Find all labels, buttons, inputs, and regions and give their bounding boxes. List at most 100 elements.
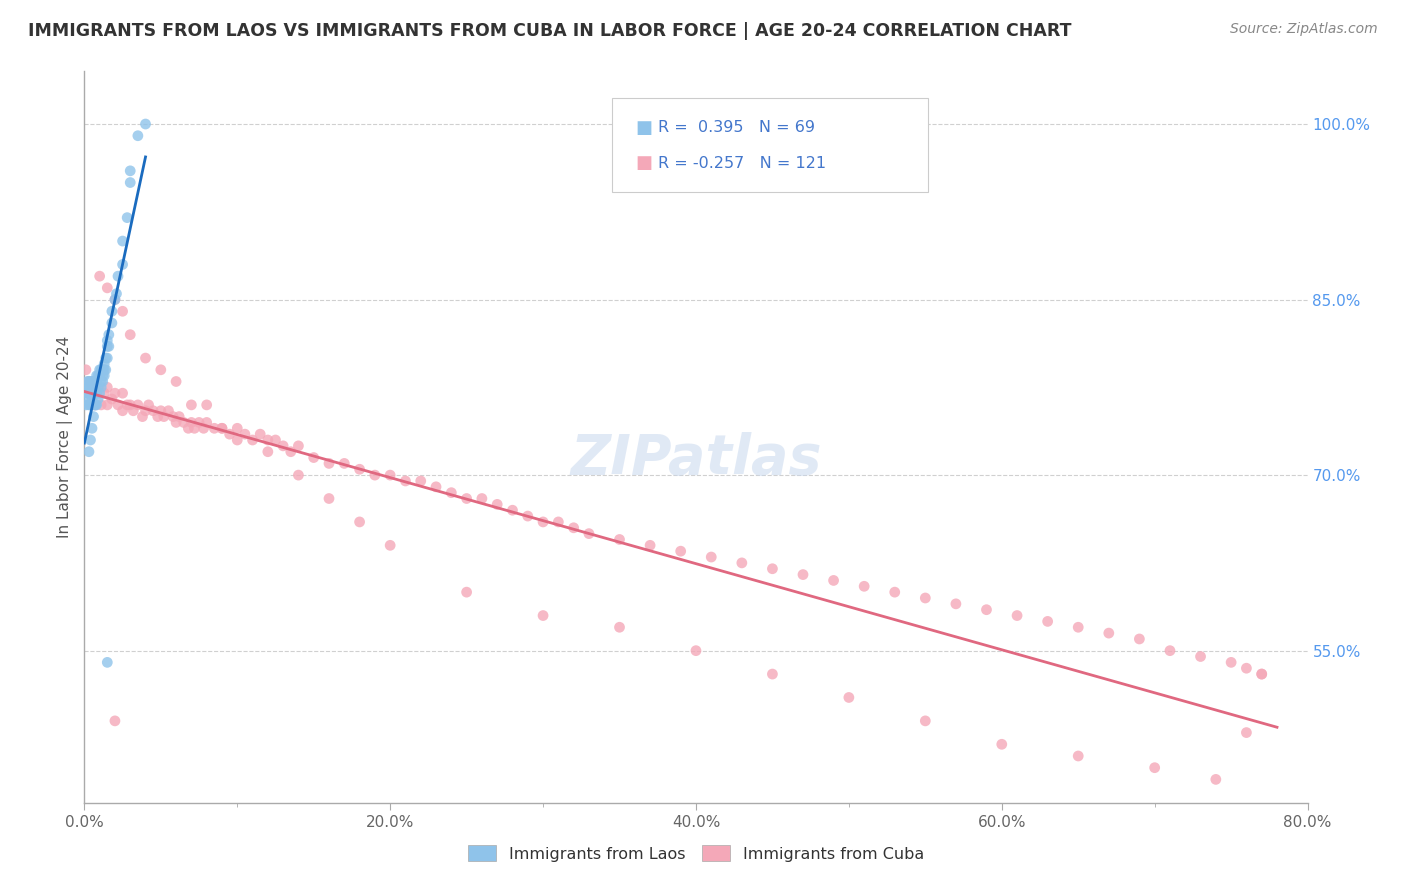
Point [83, 375, 105, 389]
Point [104, 714, 127, 728]
Point [80, 421, 103, 435]
Point [86, 375, 108, 389]
Point [89, 368, 111, 383]
Point [142, 403, 165, 417]
Point [578, 526, 600, 541]
Point [1236, 725, 1258, 739]
Point [75, 398, 97, 412]
Text: ZIPatlas: ZIPatlas [571, 432, 821, 486]
Point [96, 351, 118, 365]
Point [502, 503, 524, 517]
Point [75, 363, 97, 377]
Point [264, 433, 287, 447]
Point [135, 351, 157, 365]
Point [107, 269, 129, 284]
Point [1236, 661, 1258, 675]
Point [226, 421, 249, 435]
Point [823, 574, 845, 588]
Point [991, 737, 1014, 751]
Point [425, 480, 447, 494]
Point [914, 714, 936, 728]
Point [761, 562, 783, 576]
Point [853, 579, 876, 593]
Point [165, 416, 187, 430]
Point [87, 380, 110, 394]
Point [531, 608, 554, 623]
Y-axis label: In Labor Force | Age 20-24: In Labor Force | Age 20-24 [58, 336, 73, 538]
Point [111, 403, 134, 417]
Point [84, 398, 107, 412]
Point [287, 468, 309, 483]
Point [302, 450, 325, 465]
Point [84, 380, 107, 394]
Point [146, 409, 169, 424]
Point [1098, 626, 1121, 640]
Point [976, 603, 998, 617]
Point [149, 403, 172, 417]
Point [83, 380, 105, 394]
Point [80, 392, 103, 406]
Point [87, 392, 110, 406]
Point [700, 549, 723, 564]
Point [76, 386, 98, 401]
Point [77, 398, 100, 412]
Point [562, 521, 585, 535]
Point [183, 421, 205, 435]
Point [93, 363, 115, 377]
Point [349, 462, 371, 476]
Point [91, 363, 114, 377]
Point [111, 304, 134, 318]
Point [1205, 772, 1227, 787]
Point [86, 386, 108, 401]
Point [76, 375, 98, 389]
Point [101, 392, 124, 406]
Text: IMMIGRANTS FROM LAOS VS IMMIGRANTS FROM CUBA IN LABOR FORCE | AGE 20-24 CORRELAT: IMMIGRANTS FROM LAOS VS IMMIGRANTS FROM … [28, 22, 1071, 40]
Point [80, 380, 103, 394]
Point [257, 444, 280, 458]
Point [86, 368, 108, 383]
Point [115, 211, 138, 225]
Point [122, 403, 145, 417]
Point [792, 567, 814, 582]
Point [87, 380, 110, 394]
Text: ■: ■ [636, 119, 652, 136]
Point [531, 515, 554, 529]
Point [218, 427, 240, 442]
Point [516, 509, 538, 524]
Point [914, 591, 936, 605]
Point [79, 398, 101, 412]
Point [1250, 667, 1272, 681]
Point [883, 585, 905, 599]
Point [609, 620, 631, 634]
Point [90, 375, 112, 389]
Point [84, 375, 107, 389]
Point [84, 398, 107, 412]
Point [280, 444, 302, 458]
Point [233, 427, 256, 442]
Point [440, 485, 463, 500]
Point [104, 293, 127, 307]
Point [97, 327, 120, 342]
Point [1143, 761, 1166, 775]
Point [96, 334, 118, 348]
Point [87, 368, 110, 383]
Point [96, 380, 118, 394]
Point [127, 398, 149, 412]
Point [1159, 643, 1181, 657]
Point [1005, 608, 1028, 623]
Point [180, 416, 202, 430]
Point [242, 433, 264, 447]
Point [1128, 632, 1150, 646]
Point [96, 656, 118, 670]
Point [167, 409, 190, 424]
Point [93, 357, 115, 371]
Point [83, 386, 105, 401]
Point [271, 439, 294, 453]
Point [80, 380, 103, 394]
Point [77, 375, 100, 389]
Point [91, 375, 114, 389]
Point [195, 416, 218, 430]
Point [547, 515, 569, 529]
Point [104, 386, 127, 401]
Point [1036, 615, 1059, 629]
